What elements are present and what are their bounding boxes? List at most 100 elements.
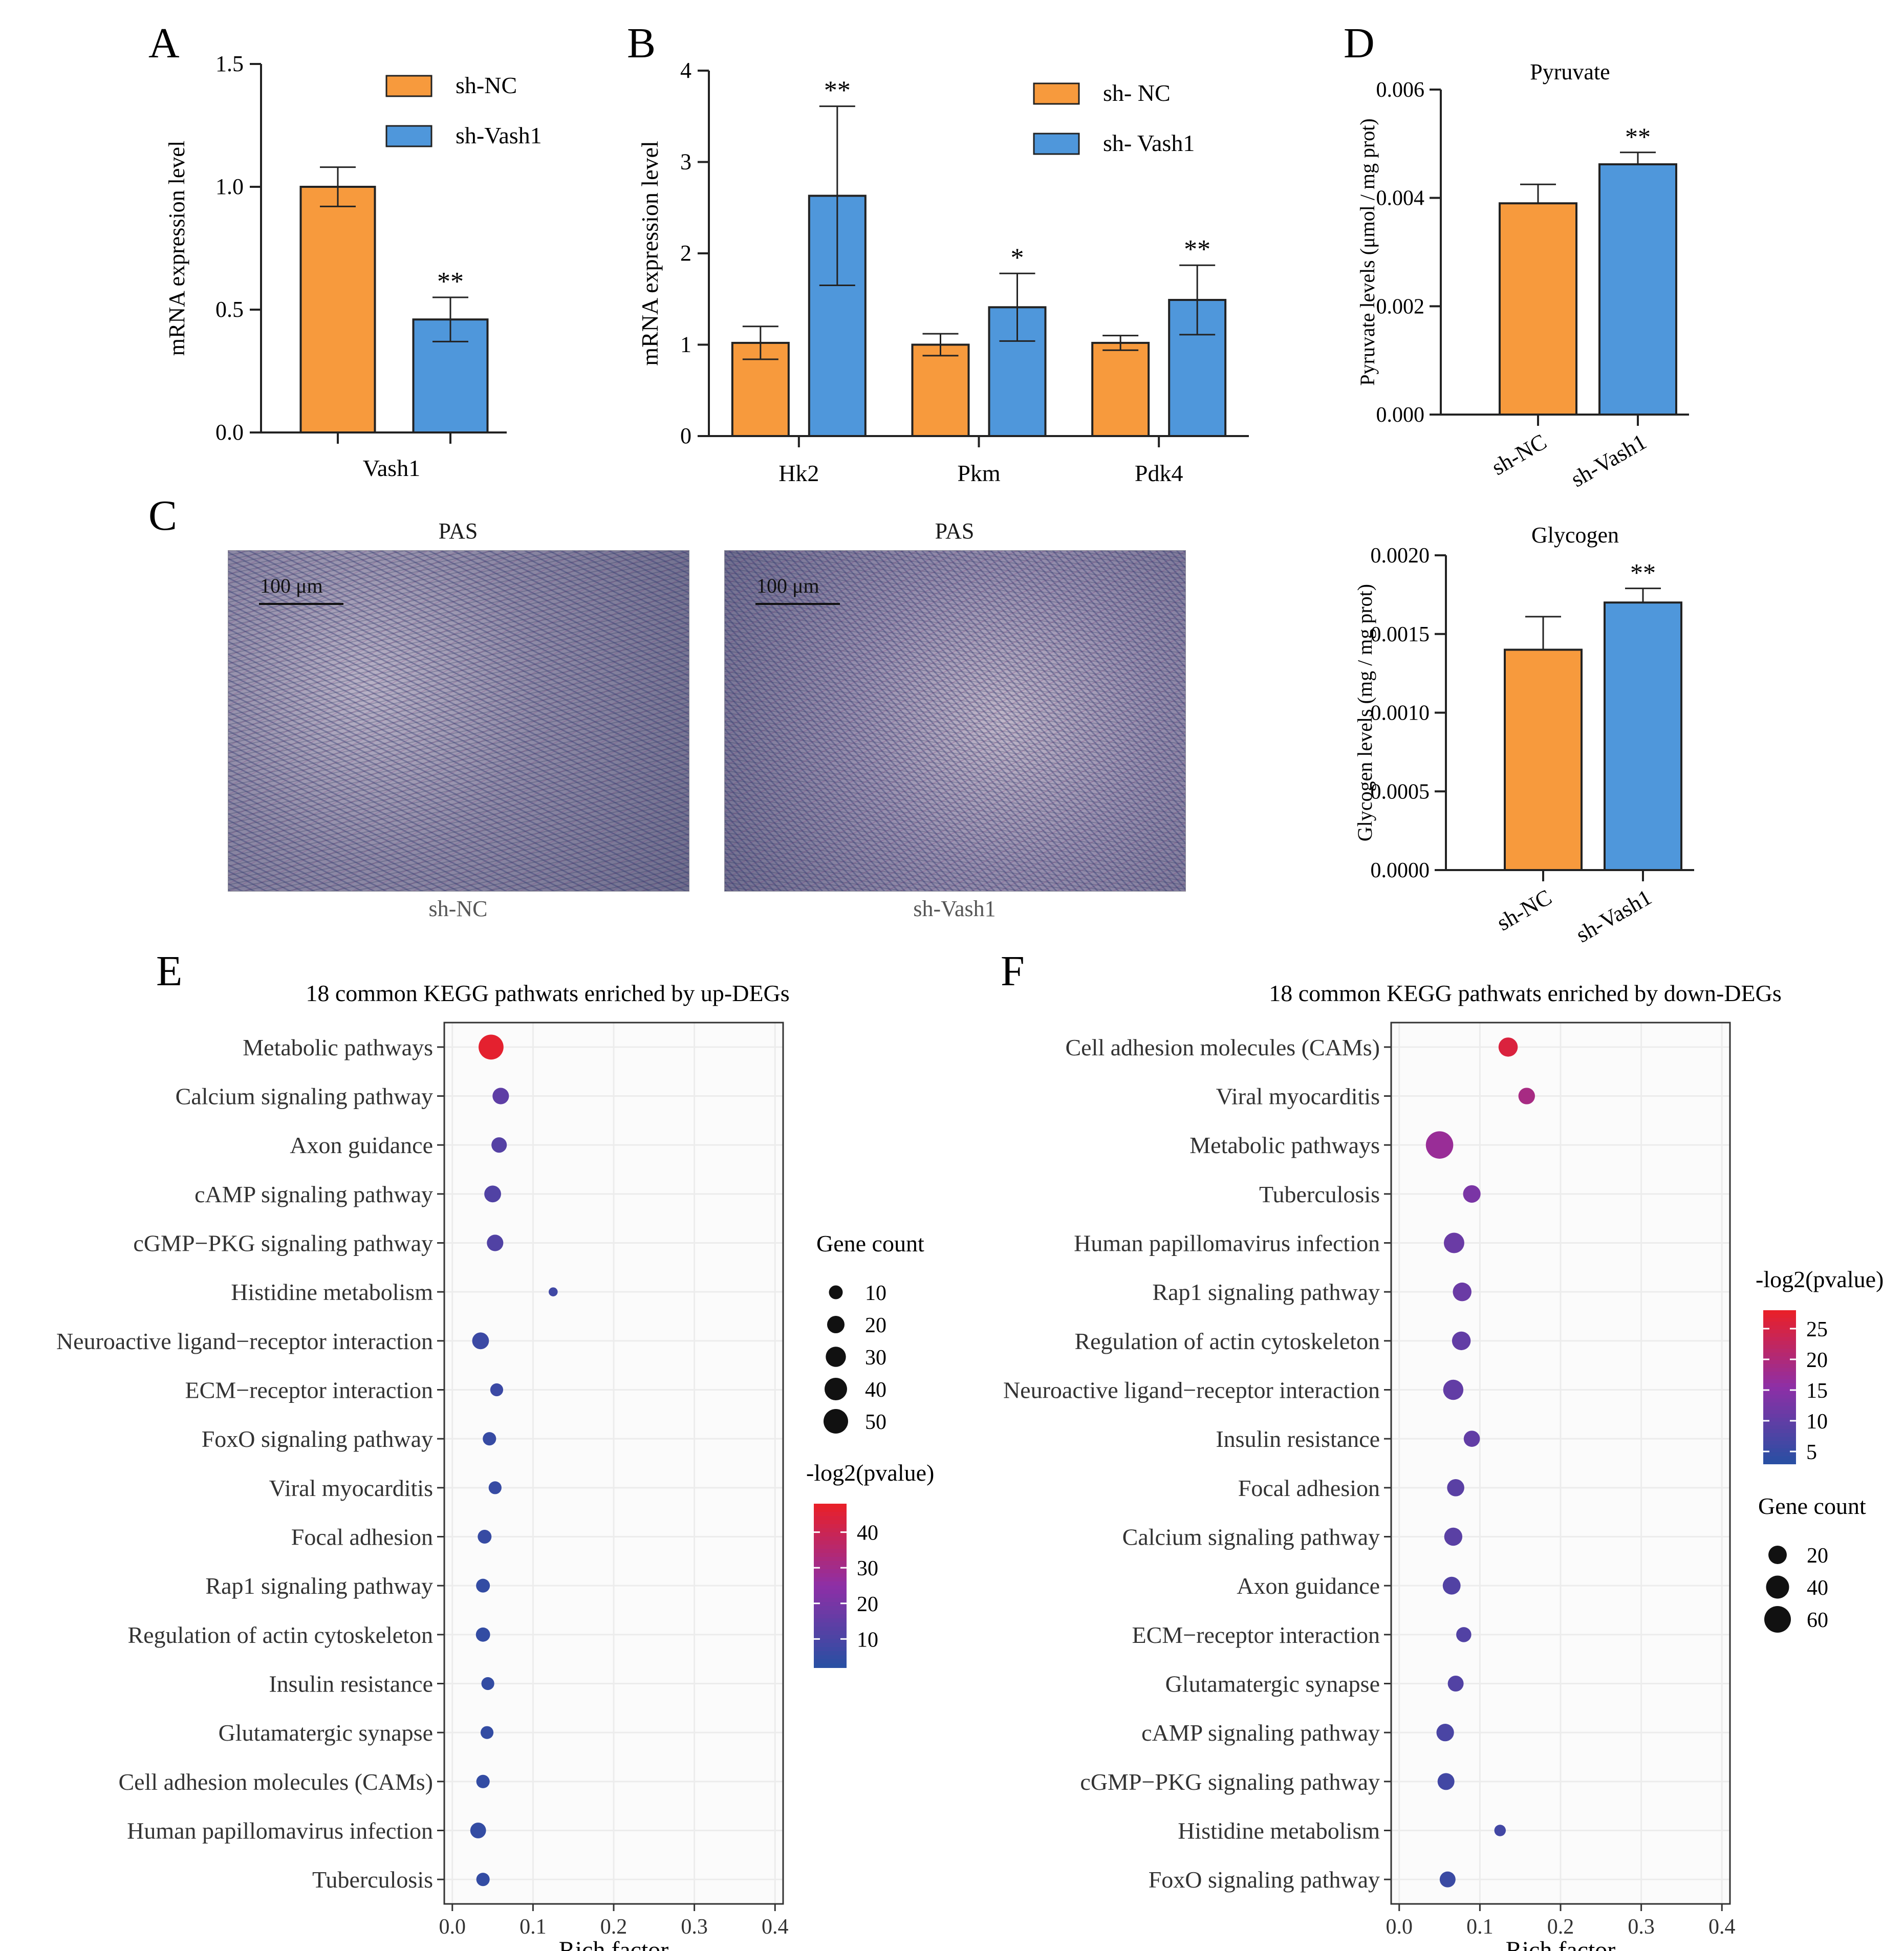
size-legend-label: 60 [1807, 1609, 1828, 1632]
color-legend-segment [1763, 1349, 1796, 1353]
legend-label-sh-nc: sh-NC [456, 72, 517, 98]
chart-b-mrna-glycolysis-genes: 0 1 2 3 4 mRNA expression level Hk2 ** Pkm * Pdk4 *… [637, 58, 1249, 486]
bar-sh-nc [299, 186, 376, 433]
x-tick-label-sh-nc: sh-NC [1487, 429, 1551, 480]
point-ecm-receptor-interaction [1456, 1627, 1472, 1642]
color-legend-title: -log2(pvalue) [1756, 1266, 1884, 1292]
color-legend-segment [1763, 1310, 1796, 1315]
color-legend-segment [814, 1524, 847, 1529]
x-tick-label: 0.4 [762, 1915, 789, 1939]
significance-marker: * [1011, 243, 1024, 272]
color-legend-segment [1763, 1418, 1796, 1422]
point-foxo-signaling-pathway [483, 1432, 496, 1446]
color-legend-segment [814, 1532, 847, 1537]
color-legend-label: 15 [1806, 1379, 1828, 1403]
scale-label-sh-vash1: 100 μm [756, 574, 819, 597]
y-tick-label-glutamatergic-synapse: Glutamatergic synapse [1165, 1671, 1380, 1697]
micrograph-sh-nc: 100 μm [228, 550, 689, 892]
point-cgmp-pkg-signaling-pathway [1437, 1773, 1455, 1790]
point-foxo-signaling-pathway [1439, 1871, 1456, 1888]
x-tick-label-pkm: Pkm [957, 460, 1001, 486]
size-legend-label: 40 [1807, 1576, 1828, 1600]
y-tick-label-ecm-receptor-interaction: ECM−receptor interaction [185, 1377, 433, 1403]
micrograph-image-sh-nc [228, 551, 689, 891]
color-legend-segment [1763, 1402, 1796, 1407]
color-legend-segment [814, 1520, 847, 1525]
bar-sh-nc [1504, 648, 1583, 871]
size-legend-label: 40 [865, 1378, 886, 1402]
point-viral-myocarditis [1518, 1088, 1535, 1104]
point-rap1-signaling-pathway [476, 1578, 490, 1593]
color-legend-segment [814, 1577, 847, 1582]
point-ecm-receptor-interaction [490, 1383, 504, 1397]
point-viral-myocarditis [488, 1481, 502, 1494]
micrograph-image-sh-vash1 [725, 551, 1185, 891]
y-tick-label-camp-signaling-pathway: cAMP signaling pathway [194, 1181, 433, 1207]
bar-sh-nc-pkm [911, 343, 970, 437]
point-human-papillomavirus-infection [470, 1823, 486, 1838]
color-legend-segment [814, 1643, 847, 1647]
color-legend-segment [1763, 1433, 1796, 1438]
chart-d-glycogen: 0.0000 0.0005 0.0010 0.0015 0.0020 Glycogen l… [1353, 523, 1694, 947]
size-legend-point [1766, 1575, 1789, 1599]
color-legend-segment [814, 1561, 847, 1566]
point-cgmp-pkg-signaling-pathway [487, 1234, 504, 1251]
point-rap1-signaling-pathway [1453, 1282, 1472, 1302]
point-regulation-of-actin-cytoskeleton [1452, 1331, 1471, 1351]
color-legend-segment [1763, 1414, 1796, 1418]
color-legend-label: 30 [857, 1557, 878, 1580]
y-tick-label: 0.006 [1376, 78, 1425, 102]
color-legend-segment [1763, 1364, 1796, 1369]
legend-swatch-sh-nc [385, 75, 432, 97]
color-legend-label: 10 [857, 1628, 878, 1652]
color-legend-segment [1763, 1448, 1796, 1453]
x-tick-label: 0.3 [1628, 1915, 1655, 1939]
y-tick-label-camp-signaling-pathway: cAMP signaling pathway [1141, 1720, 1380, 1746]
color-legend-segment [1763, 1360, 1796, 1364]
y-tick-label-metabolic-pathways: Metabolic pathways [1189, 1132, 1380, 1158]
color-legend-segment [1763, 1387, 1796, 1392]
point-axon-guidance [1442, 1576, 1461, 1595]
color-legend-segment [1763, 1437, 1796, 1441]
color-legend-label: 10 [1806, 1410, 1828, 1434]
x-tick-label-sh-vash1: sh-Vash1 [1567, 429, 1651, 492]
point-metabolic-pathways [479, 1034, 504, 1060]
color-legend-segment [1763, 1356, 1796, 1361]
color-legend-segment [814, 1610, 847, 1615]
significance-marker: ** [824, 76, 851, 105]
y-tick-label-cell-adhesion-molecules-cams: Cell adhesion molecules (CAMs) [118, 1769, 433, 1795]
color-legend-segment [814, 1581, 847, 1586]
y-tick-label-axon-guidance: Axon guidance [1237, 1573, 1380, 1599]
y-tick-label: 0.5 [215, 297, 244, 322]
color-legend-segment [1763, 1345, 1796, 1349]
y-tick-label-rap1-signaling-pathway: Rap1 signaling pathway [1152, 1279, 1380, 1305]
color-legend-segment [1763, 1460, 1796, 1464]
color-legend-segment [814, 1508, 847, 1512]
color-legend-segment [814, 1647, 847, 1652]
color-legend-segment [814, 1627, 847, 1631]
size-legend-label: 20 [865, 1314, 886, 1337]
y-tick-label-human-papillomavirus-infection: Human papillomavirus infection [1074, 1230, 1380, 1256]
color-legend-segment [1763, 1406, 1796, 1411]
panel-letter-c: C [148, 492, 177, 539]
point-focal-adhesion [478, 1530, 492, 1544]
point-tuberculosis [1463, 1185, 1481, 1203]
y-tick-label: 1.5 [215, 51, 244, 76]
color-legend-segment [814, 1590, 847, 1594]
point-calcium-signaling-pathway [492, 1088, 509, 1104]
color-legend-segment [814, 1639, 847, 1643]
color-legend-segment [814, 1618, 847, 1623]
x-tick-label: 0.2 [1547, 1915, 1574, 1939]
y-tick-label-ecm-receptor-interaction: ECM−receptor interaction [1132, 1622, 1380, 1648]
color-legend-segment [1763, 1341, 1796, 1346]
panel-letter-a: A [148, 19, 180, 67]
color-legend-label: 40 [857, 1522, 878, 1545]
y-tick-label-viral-myocarditis: Viral myocarditis [1216, 1083, 1380, 1110]
color-legend-segment [1763, 1337, 1796, 1341]
y-tick-label-insulin-resistance: Insulin resistance [1216, 1426, 1380, 1452]
color-legend-segment [1763, 1444, 1796, 1449]
y-axis-label: Glycogen levels (mg / mg prot) [1353, 584, 1376, 841]
y-tick-label-rap1-signaling-pathway: Rap1 signaling pathway [205, 1573, 433, 1599]
size-legend-label: 30 [865, 1346, 886, 1370]
